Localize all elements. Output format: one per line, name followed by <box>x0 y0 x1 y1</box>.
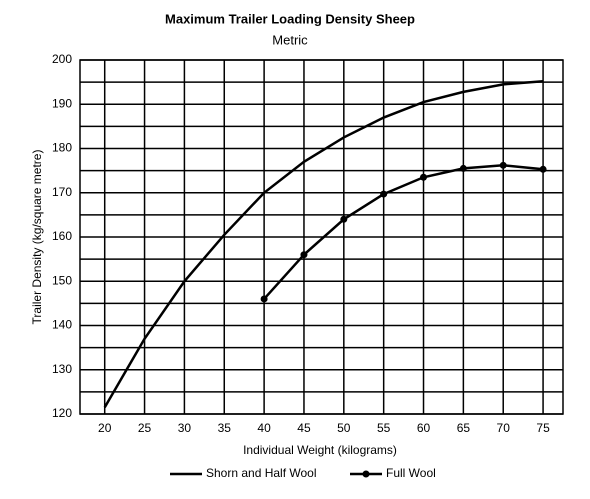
data-point <box>340 215 348 223</box>
y-tick-label: 180 <box>52 141 72 155</box>
x-tick-label: 60 <box>417 421 431 435</box>
x-tick-label: 35 <box>218 421 232 435</box>
y-tick-label: 170 <box>52 185 72 199</box>
legend-marker <box>362 470 370 478</box>
data-point <box>380 190 388 198</box>
y-tick-label: 120 <box>52 406 72 420</box>
data-point <box>539 165 547 173</box>
y-tick-label: 130 <box>52 362 72 376</box>
y-tick-label: 140 <box>52 318 72 332</box>
x-tick-label: 30 <box>178 421 192 435</box>
data-point <box>300 251 308 259</box>
x-tick-label: 65 <box>457 421 471 435</box>
legend-label: Shorn and Half Wool <box>206 466 317 480</box>
series-line <box>103 79 544 408</box>
x-tick-label: 75 <box>536 421 550 435</box>
x-tick-label: 40 <box>257 421 271 435</box>
y-tick-label: 160 <box>52 229 72 243</box>
data-point <box>260 295 268 303</box>
y-tick-label: 190 <box>52 96 72 110</box>
x-tick-label: 55 <box>377 421 391 435</box>
y-tick-label: 150 <box>52 273 72 287</box>
y-tick-label: 200 <box>52 52 72 66</box>
x-tick-label: 20 <box>98 421 112 435</box>
series-line <box>263 164 544 300</box>
data-point <box>459 164 467 172</box>
x-tick-label: 25 <box>138 421 152 435</box>
x-tick-label: 45 <box>297 421 311 435</box>
data-point <box>499 161 507 169</box>
y-axis-label: Trailer Density (kg/square metre) <box>30 150 44 325</box>
legend-label: Full Wool <box>386 466 436 480</box>
data-point <box>420 173 428 181</box>
x-tick-label: 50 <box>337 421 351 435</box>
x-axis-label: Individual Weight (kilograms) <box>243 443 397 457</box>
chart-subtitle: Metric <box>272 32 308 47</box>
chart-title: Maximum Trailer Loading Density Sheep <box>165 11 415 26</box>
x-tick-label: 70 <box>497 421 511 435</box>
